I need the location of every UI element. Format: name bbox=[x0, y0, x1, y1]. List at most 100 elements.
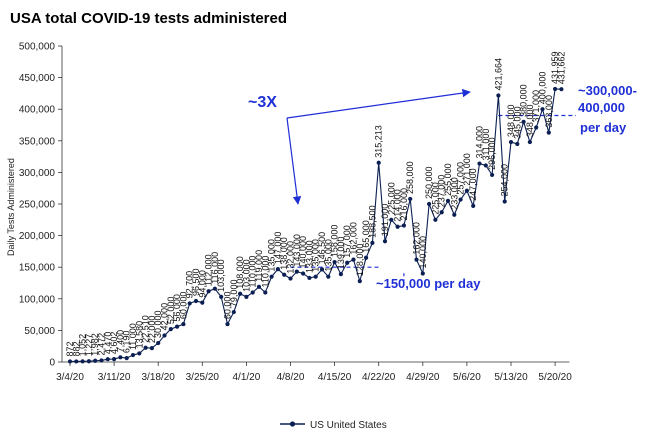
data-point bbox=[464, 188, 469, 193]
data-point bbox=[376, 160, 381, 165]
data-label: 311,000 bbox=[481, 129, 491, 161]
data-label: 139,000 bbox=[336, 237, 346, 270]
data-label: 237,000 bbox=[437, 175, 447, 208]
data-label: 128,000 bbox=[355, 244, 365, 277]
data-label: 143,000 bbox=[292, 234, 302, 267]
data-point bbox=[250, 290, 255, 295]
three-x-arrow-down bbox=[286, 117, 302, 205]
data-label: 140,000 bbox=[298, 236, 308, 269]
data-point bbox=[521, 119, 526, 124]
data-point bbox=[326, 274, 331, 279]
data-point bbox=[187, 301, 192, 306]
data-point bbox=[301, 271, 306, 276]
data-label: 1,227 bbox=[84, 334, 94, 357]
data-label: 872 bbox=[65, 341, 75, 356]
data-label: 110,000 bbox=[260, 256, 270, 288]
y-axis-label: Daily Tests Administered bbox=[6, 158, 16, 256]
data-point bbox=[74, 359, 79, 364]
data-point bbox=[420, 271, 425, 276]
x-axis: 3/4/20 3/11/20 3/18/20 3/25/20 4/1/20 4/8/20 4… bbox=[56, 361, 572, 383]
data-point bbox=[319, 267, 325, 272]
data-point bbox=[357, 279, 362, 284]
x-tick-label: 4/15/20 bbox=[318, 372, 352, 383]
data-label: 431,959 bbox=[550, 51, 560, 84]
data-point bbox=[439, 210, 444, 215]
data-label: 233,000 bbox=[449, 177, 459, 210]
data-point bbox=[395, 224, 400, 229]
three-x-annotation: ~3X bbox=[248, 94, 277, 111]
data-label: 882 bbox=[71, 341, 81, 356]
data-label: 247,000 bbox=[468, 168, 478, 201]
data-label: 94,000 bbox=[197, 270, 207, 298]
y-tick-label: 100,000 bbox=[19, 294, 56, 305]
data-label: 157,000 bbox=[342, 225, 352, 258]
data-point bbox=[364, 255, 369, 260]
data-label: 421,664 bbox=[493, 58, 503, 91]
x-tick-label: 3/18/20 bbox=[142, 372, 176, 383]
data-point bbox=[458, 197, 463, 202]
data-point bbox=[338, 272, 343, 277]
data-point bbox=[288, 276, 293, 281]
data-label: 162,000 bbox=[349, 222, 359, 255]
data-label: 250,000 bbox=[424, 166, 434, 199]
data-point bbox=[414, 257, 419, 262]
data-label: 6,190 bbox=[122, 331, 132, 354]
data-point bbox=[389, 217, 394, 222]
data-label: 271,000 bbox=[462, 153, 472, 186]
data-label: 140,000 bbox=[418, 236, 428, 269]
y-tick-label: 200,000 bbox=[19, 231, 56, 242]
data-point bbox=[490, 172, 495, 178]
data-point bbox=[502, 199, 507, 204]
data-label: 132,000 bbox=[286, 241, 296, 274]
data-point bbox=[508, 139, 514, 145]
data-label: 103,000 bbox=[241, 259, 251, 292]
data-point bbox=[225, 321, 230, 327]
y-tick-label: 50,000 bbox=[24, 326, 55, 337]
data-label: 103,000 bbox=[216, 259, 226, 292]
data-point bbox=[181, 321, 186, 327]
data-label: 147,000 bbox=[273, 232, 283, 265]
data-label: 258,000 bbox=[405, 161, 415, 194]
data-point bbox=[86, 359, 91, 364]
data-label: 133,000 bbox=[304, 240, 314, 273]
data-point bbox=[238, 291, 243, 296]
data-label: 254,000 bbox=[500, 164, 510, 197]
data-point bbox=[553, 86, 558, 92]
data-label: 158,000 bbox=[330, 225, 340, 258]
annotations: ~3X ~150,000 per day ~300,000- 400,000 p… bbox=[248, 83, 637, 291]
data-label: 345,000 bbox=[512, 106, 522, 139]
data-label: 112,000 bbox=[204, 254, 214, 286]
legend-label: US United States bbox=[310, 420, 387, 431]
data-point bbox=[401, 223, 406, 228]
data-label: 255,000 bbox=[443, 163, 453, 196]
data-point bbox=[206, 289, 211, 294]
data-labels: 8728821,0521,2271,9822,4724,4704,6027,40… bbox=[65, 51, 566, 356]
data-label: 135,000 bbox=[323, 239, 333, 272]
x-tick-label: 3/25/20 bbox=[186, 372, 220, 383]
legend: US United States bbox=[280, 420, 387, 431]
y-tick-label: 500,000 bbox=[19, 42, 56, 53]
data-point bbox=[93, 358, 98, 363]
data-label: 92,700 bbox=[185, 271, 195, 299]
data-label: 1,982 bbox=[90, 333, 100, 356]
data-point bbox=[546, 130, 551, 135]
data-label: 214,000 bbox=[393, 189, 403, 222]
data-label: 4,602 bbox=[109, 332, 119, 355]
data-label: 380,000 bbox=[519, 84, 529, 117]
data-point bbox=[124, 355, 129, 361]
data-label: 42,000 bbox=[160, 303, 170, 331]
data-point bbox=[307, 275, 312, 281]
data-label: 348,000 bbox=[525, 105, 535, 138]
y-tick-label: 150,000 bbox=[19, 263, 56, 274]
data-point bbox=[275, 266, 280, 272]
data-label: 162,000 bbox=[412, 222, 422, 255]
x-tick-label: 3/4/20 bbox=[56, 372, 84, 383]
data-label: 188,500 bbox=[367, 205, 377, 238]
data-label: 135,000 bbox=[267, 239, 277, 272]
data-point bbox=[263, 290, 268, 295]
data-label: 348,000 bbox=[506, 105, 516, 138]
data-point bbox=[427, 201, 432, 207]
data-label: 108,000 bbox=[235, 256, 245, 289]
data-point bbox=[515, 141, 520, 147]
